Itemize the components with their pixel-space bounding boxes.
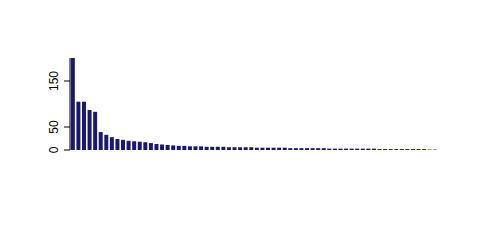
- svg-text:50: 50: [47, 120, 61, 134]
- svg-text:0: 0: [47, 146, 61, 153]
- svg-text:150: 150: [47, 71, 61, 91]
